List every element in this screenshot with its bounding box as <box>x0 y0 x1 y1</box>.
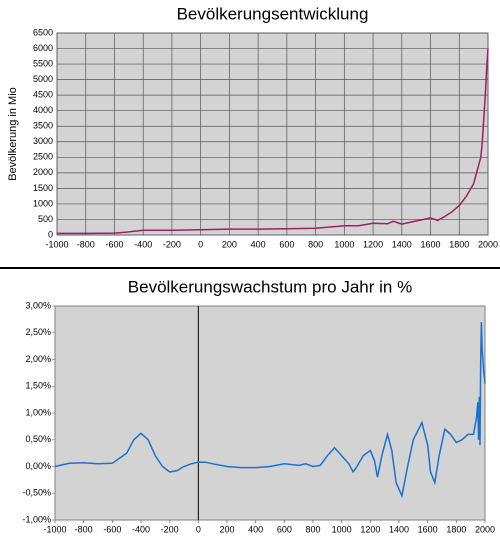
data-line <box>57 48 489 235</box>
x-tick-label: 600 <box>277 524 292 534</box>
x-tick-label: 1600 <box>418 524 438 534</box>
y-tick-label: 0,50% <box>25 434 51 444</box>
y-tick-label: 4500 <box>33 90 53 100</box>
x-tick-label: -1000 <box>45 239 68 249</box>
x-tick-label: -400 <box>132 524 150 534</box>
x-tick-label: 0 <box>196 524 201 534</box>
y-axis-label: Bevölkerung in Mio <box>7 87 19 181</box>
y-tick-label: 0 <box>48 229 53 239</box>
y-tick-label: 2000 <box>33 167 53 177</box>
y-tick-label: 0,00% <box>25 461 51 471</box>
y-tick-label: 3000 <box>33 136 53 146</box>
x-tick-label: 400 <box>248 524 263 534</box>
x-tick-label: -200 <box>163 239 181 249</box>
data-line <box>54 321 486 499</box>
x-tick-label: 1800 <box>449 239 469 249</box>
x-tick-label: -800 <box>77 239 95 249</box>
x-tick-label: 1600 <box>421 239 441 249</box>
y-tick-label: 2,00% <box>25 354 51 364</box>
x-tick-label: 800 <box>305 524 320 534</box>
y-tick-label: 500 <box>38 214 53 224</box>
y-tick-label: 1500 <box>33 183 53 193</box>
y-tick-label: 6000 <box>33 43 53 53</box>
x-tick-label: 200 <box>219 524 234 534</box>
plot-area <box>56 32 489 236</box>
y-tick-label: 5000 <box>33 74 53 84</box>
x-tick-label: 800 <box>308 239 323 249</box>
y-tick-label: 5500 <box>33 58 53 68</box>
x-tick-label: 1000 <box>332 524 352 534</box>
x-tick-label: -400 <box>134 239 152 249</box>
y-tick-label: 2500 <box>33 152 53 162</box>
x-tick-label: 1200 <box>360 524 380 534</box>
x-tick-label: 2000 <box>475 524 495 534</box>
x-tick-label: 1800 <box>446 524 466 534</box>
x-tick-label: 400 <box>251 239 266 249</box>
plot-area <box>54 305 486 521</box>
x-tick-label: -600 <box>105 239 123 249</box>
y-tick-label: 6500 <box>33 27 53 37</box>
x-tick-label: 1400 <box>392 239 412 249</box>
x-tick-label: -800 <box>75 524 93 534</box>
y-tick-label: 1000 <box>33 198 53 208</box>
x-tick-label: 200 <box>222 239 237 249</box>
x-tick-label: -1000 <box>43 524 66 534</box>
y-tick-label: 3,00% <box>25 300 51 310</box>
x-tick-label: 1400 <box>389 524 409 534</box>
y-tick-label: -1,00% <box>22 514 51 524</box>
x-tick-label: 600 <box>279 239 294 249</box>
x-tick-label: -200 <box>161 524 179 534</box>
y-tick-label: 1,50% <box>25 381 51 391</box>
x-tick-label: 1000 <box>334 239 354 249</box>
y-tick-label: 1,00% <box>25 407 51 417</box>
chart-title: Bevölkerungswachstum pro Jahr in % <box>128 277 412 296</box>
y-tick-label: -0,50% <box>22 488 51 498</box>
chart-title: Bevölkerungsentwicklung <box>177 4 369 23</box>
x-tick-label: 2000 <box>478 239 498 249</box>
x-tick-label: -600 <box>103 524 121 534</box>
x-tick-label: 0 <box>198 239 203 249</box>
y-tick-label: 2,50% <box>25 327 51 337</box>
x-tick-label: 1200 <box>363 239 383 249</box>
y-tick-label: 4000 <box>33 105 53 115</box>
y-tick-label: 3500 <box>33 121 53 131</box>
